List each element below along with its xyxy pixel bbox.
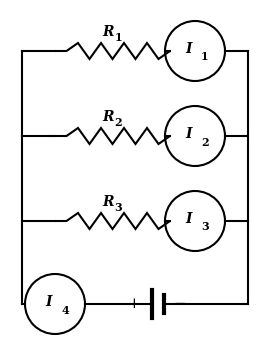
- Text: 4: 4: [61, 304, 69, 316]
- Text: R: R: [102, 195, 114, 209]
- Text: 2: 2: [201, 137, 209, 147]
- Text: I: I: [46, 295, 52, 309]
- Text: −: −: [174, 297, 186, 311]
- Text: 1: 1: [201, 52, 209, 63]
- Text: R: R: [102, 110, 114, 124]
- Text: 3: 3: [201, 221, 209, 233]
- Text: 3: 3: [114, 202, 122, 213]
- Text: 2: 2: [114, 117, 122, 128]
- Text: I: I: [186, 42, 192, 56]
- Text: I: I: [186, 212, 192, 226]
- Text: I: I: [186, 127, 192, 141]
- Text: 1: 1: [114, 32, 122, 43]
- Text: +: +: [128, 297, 140, 311]
- Text: R: R: [102, 25, 114, 39]
